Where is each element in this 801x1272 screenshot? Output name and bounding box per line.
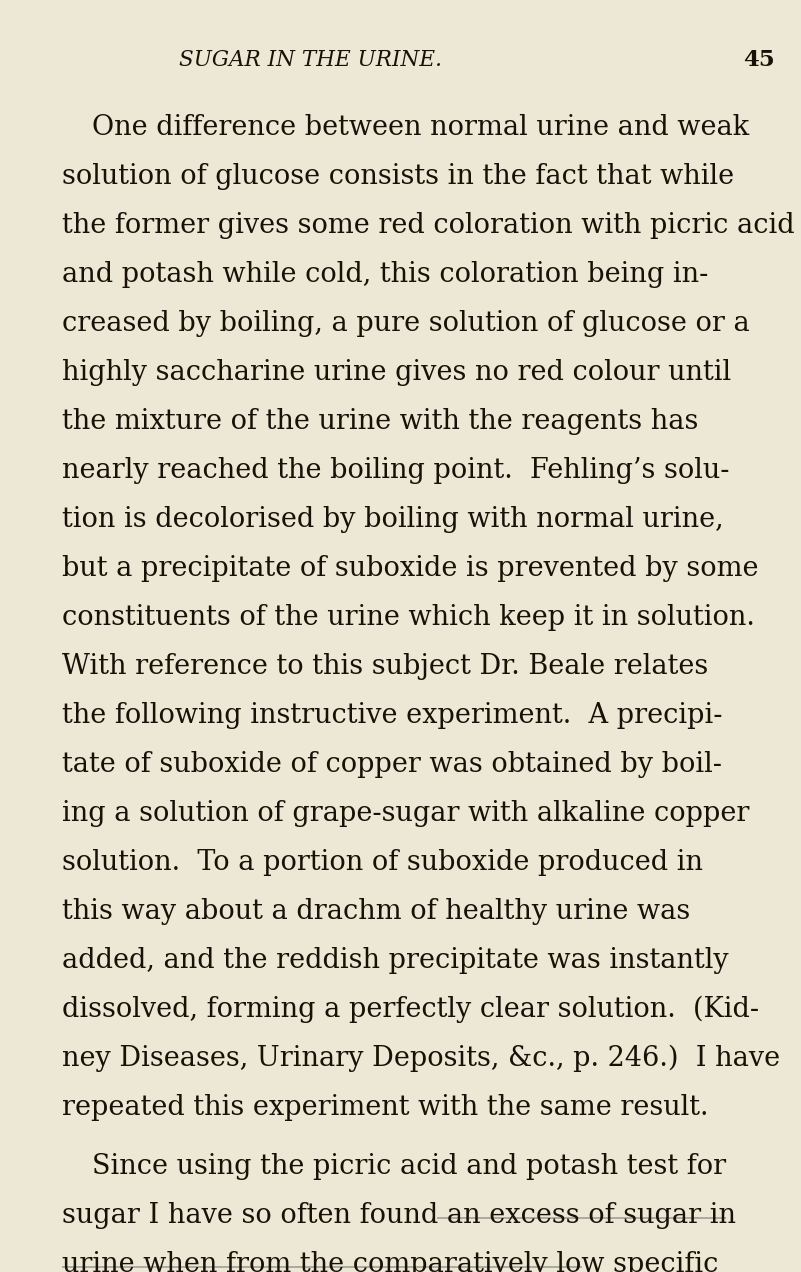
Text: but a precipitate of suboxide is prevented by some: but a precipitate of suboxide is prevent… xyxy=(62,555,759,583)
Text: 45: 45 xyxy=(743,48,775,71)
Text: dissolved, forming a perfectly clear solution.  (Kid-: dissolved, forming a perfectly clear sol… xyxy=(62,996,759,1024)
Text: the following instructive experiment.  A precipi-: the following instructive experiment. A … xyxy=(62,702,723,729)
Text: ing a solution of grape-sugar with alkaline copper: ing a solution of grape-sugar with alkal… xyxy=(62,800,749,827)
Text: sugar I have so often found an excess of sugar in: sugar I have so often found an excess of… xyxy=(62,1202,735,1229)
Text: and potash while cold, this coloration being in-: and potash while cold, this coloration b… xyxy=(62,261,708,289)
Text: tion is decolorised by boiling with normal urine,: tion is decolorised by boiling with norm… xyxy=(62,506,723,533)
Text: With reference to this subject Dr. Beale relates: With reference to this subject Dr. Beale… xyxy=(62,653,708,681)
Text: repeated this experiment with the same result.: repeated this experiment with the same r… xyxy=(62,1094,708,1121)
Text: solution of glucose consists in the fact that while: solution of glucose consists in the fact… xyxy=(62,163,734,191)
Text: Since using the picric acid and potash test for: Since using the picric acid and potash t… xyxy=(92,1152,727,1180)
Text: the former gives some red coloration with picric acid: the former gives some red coloration wit… xyxy=(62,212,795,239)
Text: nearly reached the boiling point.  Fehling’s solu-: nearly reached the boiling point. Fehlin… xyxy=(62,457,729,485)
Text: the mixture of the urine with the reagents has: the mixture of the urine with the reagen… xyxy=(62,408,698,435)
Text: added, and the reddish precipitate was instantly: added, and the reddish precipitate was i… xyxy=(62,946,728,974)
Text: One difference between normal urine and weak: One difference between normal urine and … xyxy=(92,114,750,141)
Text: highly saccharine urine gives no red colour until: highly saccharine urine gives no red col… xyxy=(62,359,731,387)
Text: creased by boiling, a pure solution of glucose or a: creased by boiling, a pure solution of g… xyxy=(62,310,750,337)
Text: ney Diseases, Urinary Deposits, &c., p. 246.)  I have: ney Diseases, Urinary Deposits, &c., p. … xyxy=(62,1044,780,1072)
Text: tate of suboxide of copper was obtained by boil-: tate of suboxide of copper was obtained … xyxy=(62,750,722,778)
Text: solution.  To a portion of suboxide produced in: solution. To a portion of suboxide produ… xyxy=(62,848,702,876)
Text: SUGAR IN THE URINE.: SUGAR IN THE URINE. xyxy=(179,48,442,71)
Text: constituents of the urine which keep it in solution.: constituents of the urine which keep it … xyxy=(62,604,755,631)
Text: this way about a drachm of healthy urine was: this way about a drachm of healthy urine… xyxy=(62,898,690,925)
Text: urine when from the comparatively low specific: urine when from the comparatively low sp… xyxy=(62,1250,718,1272)
